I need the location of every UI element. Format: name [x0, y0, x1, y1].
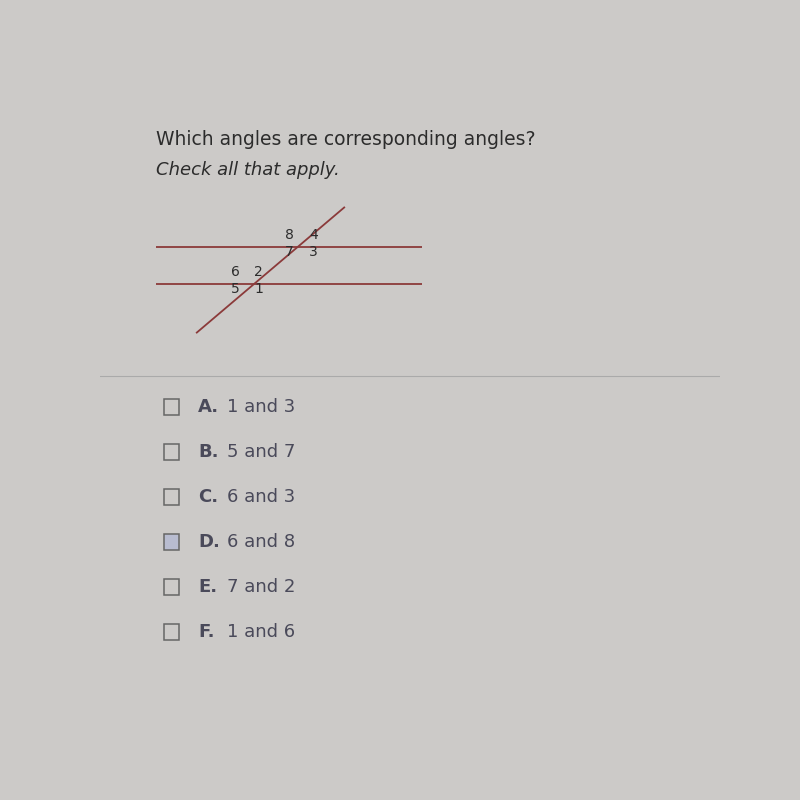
Text: 6: 6 [230, 265, 239, 278]
Bar [163, 399, 179, 414]
Text: 8: 8 [286, 227, 294, 242]
Text: 5 and 7: 5 and 7 [227, 443, 295, 461]
Text: 1 and 3: 1 and 3 [227, 398, 295, 416]
Text: 6 and 8: 6 and 8 [227, 533, 295, 551]
Bar [163, 624, 179, 640]
Text: D.: D. [198, 533, 220, 551]
Bar [163, 490, 179, 505]
Text: 2: 2 [254, 265, 263, 278]
Text: 7 and 2: 7 and 2 [227, 578, 295, 596]
Text: E.: E. [198, 578, 217, 596]
Text: Check all that apply.: Check all that apply. [156, 161, 339, 178]
Text: F.: F. [198, 623, 214, 641]
Bar [163, 534, 179, 550]
Bar [163, 579, 179, 594]
Text: 3: 3 [309, 245, 318, 259]
Text: 6 and 3: 6 and 3 [227, 488, 295, 506]
Text: B.: B. [198, 443, 218, 461]
Text: A.: A. [198, 398, 219, 416]
Text: 5: 5 [230, 282, 239, 296]
Text: 7: 7 [286, 245, 294, 259]
Text: C.: C. [198, 488, 218, 506]
Text: Which angles are corresponding angles?: Which angles are corresponding angles? [156, 130, 535, 149]
Text: 1 and 6: 1 and 6 [227, 623, 295, 641]
Text: 4: 4 [309, 227, 318, 242]
Bar [163, 444, 179, 460]
Text: 1: 1 [254, 282, 263, 296]
